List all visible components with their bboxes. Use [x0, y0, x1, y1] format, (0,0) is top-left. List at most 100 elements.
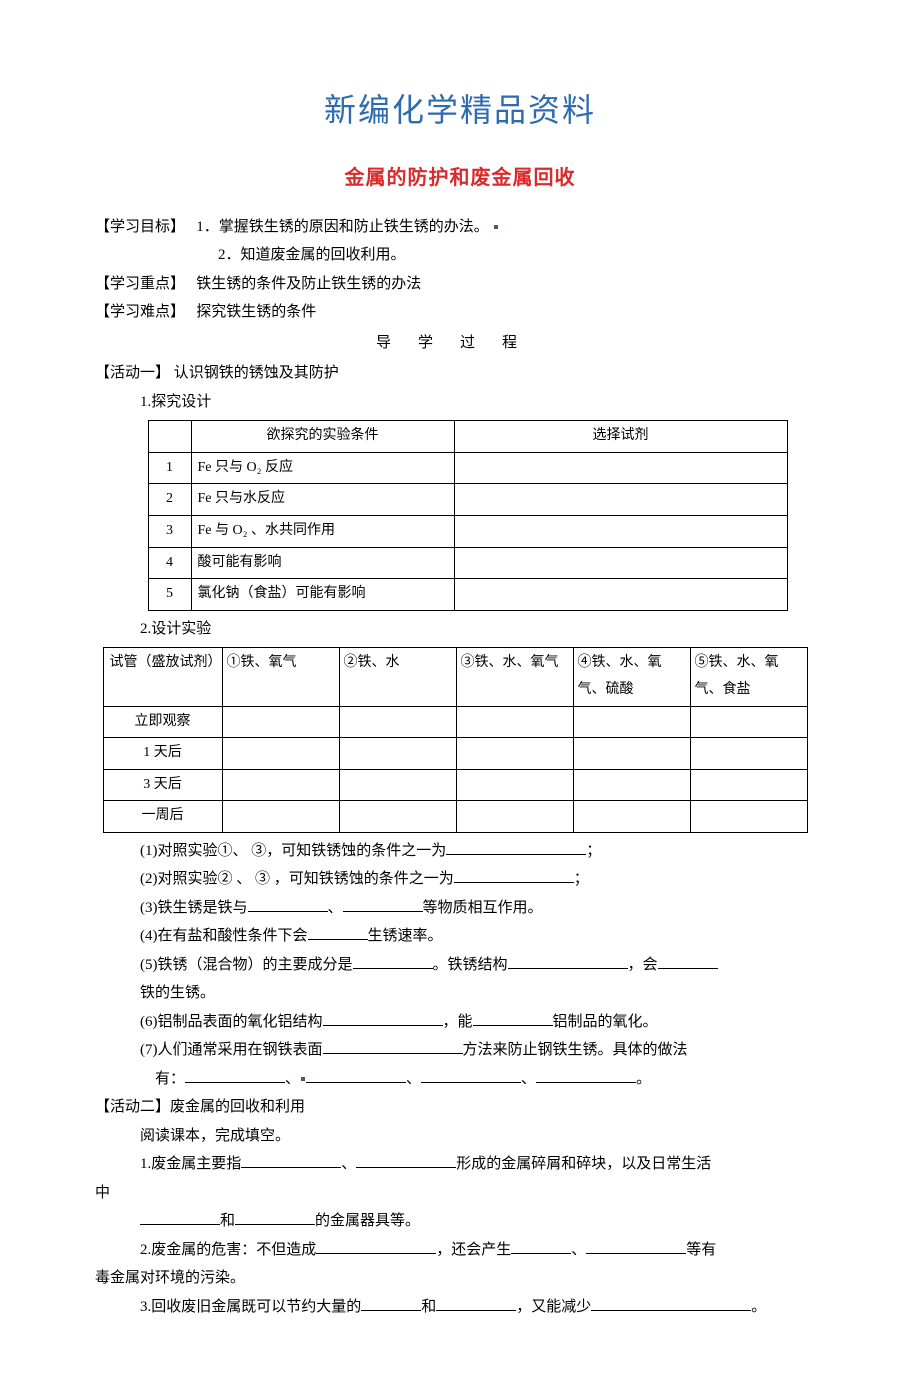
question-5b: 铁的生锈。 — [140, 979, 825, 1008]
blank — [454, 867, 574, 883]
text: 和 — [421, 1299, 436, 1315]
table-row: 一周后 — [103, 801, 807, 833]
process-heading: 导学过程 — [95, 329, 825, 358]
text: ，能 — [443, 1014, 473, 1030]
text: (1)对照实验①、 ③，可知铁锈蚀的条件之一为 — [140, 843, 446, 859]
objective-2: 2．知道废金属的回收利用。 — [218, 241, 825, 270]
document-page: 新编化学精品资料 金属的防护和废金属回收 【学习目标】 1．掌握铁生锈的原因和防… — [0, 0, 920, 1381]
activity-2-heading: 【活动二】废金属的回收和利用 — [95, 1093, 825, 1122]
table-cell — [454, 484, 787, 516]
blank — [511, 1238, 571, 1254]
act2-line1b: 中 — [95, 1179, 825, 1208]
blank — [446, 839, 586, 855]
act2-line2b: 毒金属对环境的污染。 — [95, 1264, 825, 1293]
table-cell — [456, 706, 573, 738]
question-7a: (7)人们通常采用在钢铁表面方法来防止钢铁生锈。具体的做法 — [140, 1036, 825, 1065]
text: ； — [586, 843, 601, 859]
table-cell: 4 — [148, 547, 191, 579]
table-cell — [339, 738, 456, 770]
act2-line1a: 1.废金属主要指、形成的金属碎屑和碎块，以及日常生活 — [140, 1150, 825, 1179]
text: 和 — [220, 1213, 235, 1229]
text: (5)铁锈（混合物）的主要成分是 — [140, 957, 353, 973]
table-cell — [222, 801, 339, 833]
question-5a: (5)铁锈（混合物）的主要成分是 。铁锈结构 ，会 — [140, 951, 825, 980]
act1-sec1: 1.探究设计 — [140, 388, 825, 417]
table-row: 试管（盛放试剂） ①铁、氧气 ②铁、水 ③铁、水、氧气 ④铁、水、氧气、硫酸 ⑤… — [103, 648, 807, 706]
table-cell — [454, 452, 787, 484]
question-2: (2)对照实验② 、 ③ ，可知铁锈蚀的条件之一为 ； — [140, 865, 825, 894]
act1-sec2: 2.设计实验 — [140, 615, 825, 644]
keypoint-line: 【学习重点】 铁生锈的条件及防止铁生锈的办法 — [95, 270, 825, 299]
objective-line-1: 【学习目标】 1．掌握铁生锈的原因和防止铁生锈的办法。 — [95, 213, 825, 242]
text: 、 — [406, 1071, 421, 1087]
table-cell: 氯化钠（食盐）可能有影响 — [191, 579, 454, 611]
text: (3)铁生锈是铁与 — [140, 900, 248, 916]
text: 生锈速率。 — [368, 928, 443, 944]
table-cell — [222, 769, 339, 801]
blank — [508, 953, 628, 969]
text: 铝制品的氧化。 — [553, 1014, 658, 1030]
text: ，还会产生 — [436, 1242, 511, 1258]
text: 、 — [285, 1071, 300, 1087]
question-4: (4)在有盐和酸性条件下会 生锈速率。 — [140, 922, 825, 951]
text: 等物质相互作用。 — [423, 900, 543, 916]
question-1: (1)对照实验①、 ③，可知铁锈蚀的条件之一为 ； — [140, 837, 825, 866]
table-header: ①铁、氧气 — [222, 648, 339, 706]
table-cell — [690, 769, 807, 801]
table-header: 试管（盛放试剂） — [103, 648, 222, 706]
table-row: 立即观察 — [103, 706, 807, 738]
blank — [323, 1010, 443, 1026]
table-row: 1 Fe 只与 O₂ 反应 — [148, 452, 787, 484]
text: 有： — [155, 1071, 185, 1087]
blank — [316, 1238, 436, 1254]
blank — [248, 896, 328, 912]
text: ，会 — [628, 957, 658, 973]
table-cell: Fe 只与水反应 — [191, 484, 454, 516]
table-cell — [454, 579, 787, 611]
text: 。铁锈结构 — [433, 957, 508, 973]
text: (7)人们通常采用在钢铁表面 — [140, 1042, 323, 1058]
blank — [473, 1010, 553, 1026]
blank — [185, 1067, 285, 1083]
text: (4)在有盐和酸性条件下会 — [140, 928, 308, 944]
table-cell — [454, 547, 787, 579]
table-cell — [148, 421, 191, 453]
text: 、 — [521, 1071, 536, 1087]
blank — [343, 896, 423, 912]
table-row-label: 3 天后 — [103, 769, 222, 801]
dot-icon — [301, 1077, 305, 1081]
table-cell — [573, 738, 690, 770]
text: 、 — [328, 900, 343, 916]
difficulty-line: 【学习难点】 探究铁生锈的条件 — [95, 298, 825, 327]
text: (6)铝制品表面的氧化铝结构 — [140, 1014, 323, 1030]
table-cell — [690, 738, 807, 770]
table-header: ④铁、水、氧气、硫酸 — [573, 648, 690, 706]
table-cell — [456, 769, 573, 801]
text: ； — [574, 871, 589, 887]
blank — [361, 1295, 421, 1311]
act2-line2a: 2.废金属的危害：不但造成，还会产生、等有 — [140, 1236, 825, 1265]
experiment-table: 试管（盛放试剂） ①铁、氧气 ②铁、水 ③铁、水、氧气 ④铁、水、氧气、硫酸 ⑤… — [103, 647, 808, 833]
objective-label: 【学习目标】 — [95, 219, 185, 235]
blank — [235, 1209, 315, 1225]
table-header: ⑤铁、水、氧气、食盐 — [690, 648, 807, 706]
table-cell — [690, 801, 807, 833]
blank — [241, 1152, 341, 1168]
blank — [421, 1067, 521, 1083]
table-cell — [222, 738, 339, 770]
sub-title: 金属的防护和废金属回收 — [95, 159, 825, 197]
table-cell: 酸可能有影响 — [191, 547, 454, 579]
table-row: 3 Fe 与 O₂ 、水共同作用 — [148, 516, 787, 548]
blank — [536, 1067, 636, 1083]
table-header: ③铁、水、氧气 — [456, 648, 573, 706]
table-cell — [339, 801, 456, 833]
table-row-label: 1 天后 — [103, 738, 222, 770]
table-row: 3 天后 — [103, 769, 807, 801]
text: 形成的金属碎屑和碎块，以及日常生活 — [456, 1156, 711, 1172]
main-title: 新编化学精品资料 — [95, 80, 825, 141]
text: (2)对照实验② 、 ③ ，可知铁锈蚀的条件之一为 — [140, 871, 454, 887]
table-cell — [690, 706, 807, 738]
table-cell — [456, 801, 573, 833]
table-row-label: 立即观察 — [103, 706, 222, 738]
dot-icon — [494, 225, 498, 229]
